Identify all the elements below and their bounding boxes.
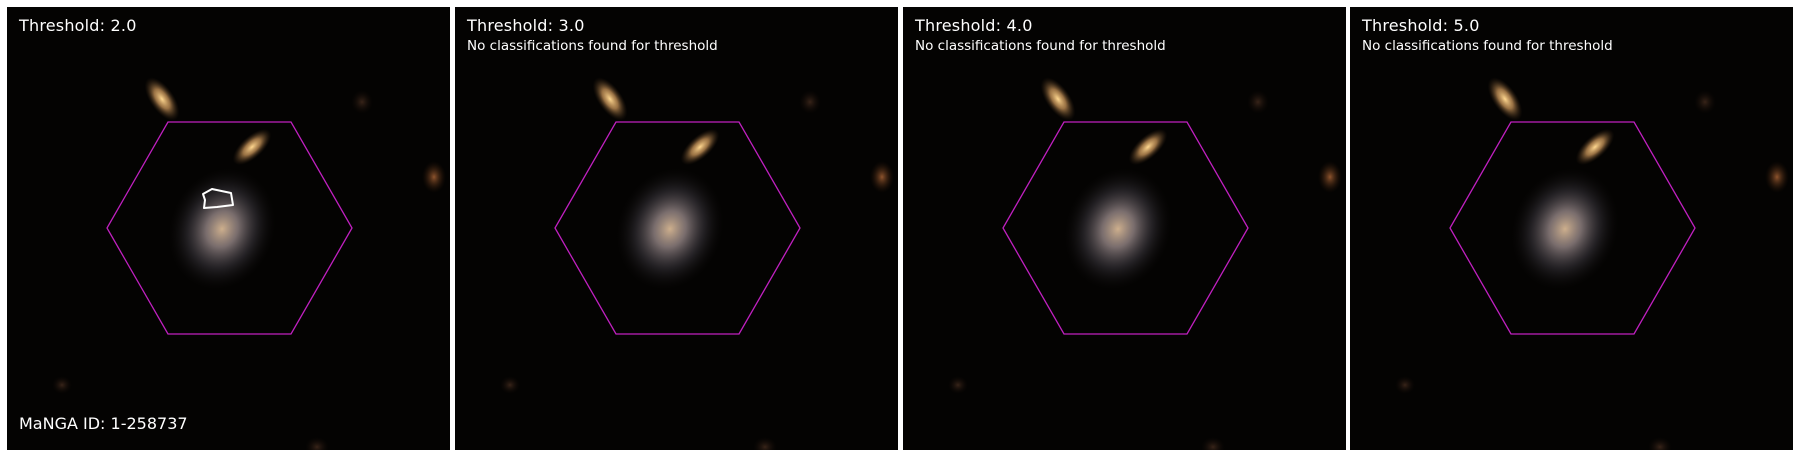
host-galaxy [1511, 168, 1619, 290]
no-classification-message: No classifications found for threshold [1362, 38, 1613, 54]
faint-source-top-right [799, 90, 821, 114]
companion-source-center [232, 128, 272, 166]
faint-source-bottom [1648, 437, 1672, 450]
faint-source-right [870, 161, 894, 193]
sky-image [455, 7, 898, 450]
faint-source-bottom-left [500, 376, 520, 394]
companion-source-upper-left [144, 77, 180, 121]
host-galaxy [1064, 168, 1172, 290]
threshold-panel: Threshold: 5.0 No classifications found f… [1350, 7, 1793, 450]
no-classification-message: No classifications found for threshold [915, 38, 1166, 54]
faint-source-bottom-left [52, 376, 72, 394]
faint-source-top-right [1247, 90, 1269, 114]
faint-source-bottom [1201, 437, 1225, 450]
companion-source-center [680, 128, 720, 166]
faint-source-bottom [753, 437, 777, 450]
faint-source-top-right [1694, 90, 1716, 114]
sky-image [7, 7, 450, 450]
companion-source-upper-left [592, 77, 628, 121]
ifu-hexagon [106, 121, 353, 335]
companion-source-upper-left [1487, 77, 1523, 121]
panel-title: Threshold: 5.0 [1362, 16, 1480, 35]
ifu-hexagon [1449, 121, 1696, 335]
faint-source-bottom-left [948, 376, 968, 394]
faint-source-right [1318, 161, 1342, 193]
companion-source-center [1575, 128, 1615, 166]
host-galaxy [616, 168, 724, 290]
panel-title: Threshold: 4.0 [915, 16, 1033, 35]
faint-source-right [422, 161, 446, 193]
host-galaxy [168, 168, 276, 290]
no-classification-message: No classifications found for threshold [467, 38, 718, 54]
faint-source-top-right [351, 90, 373, 114]
sky-image [903, 7, 1346, 450]
faint-source-bottom-left [1395, 376, 1415, 394]
threshold-panel: Threshold: 3.0 No classifications found f… [455, 7, 898, 450]
faint-source-right [1765, 161, 1789, 193]
ifu-hexagon [1002, 121, 1249, 335]
faint-source-bottom [305, 437, 329, 450]
threshold-panel: Threshold: 4.0 No classifications found f… [903, 7, 1346, 450]
sky-image [1350, 7, 1793, 450]
classification-contour [202, 188, 234, 209]
panel-title: Threshold: 3.0 [467, 16, 585, 35]
panel-title: Threshold: 2.0 [19, 16, 137, 35]
companion-source-upper-left [1040, 77, 1076, 121]
manga-id-label: MaNGA ID: 1-258737 [19, 414, 188, 433]
companion-source-center [1128, 128, 1168, 166]
ifu-hexagon [554, 121, 801, 335]
threshold-panel: Threshold: 2.0 MaNGA ID: 1-258737 [7, 7, 450, 450]
